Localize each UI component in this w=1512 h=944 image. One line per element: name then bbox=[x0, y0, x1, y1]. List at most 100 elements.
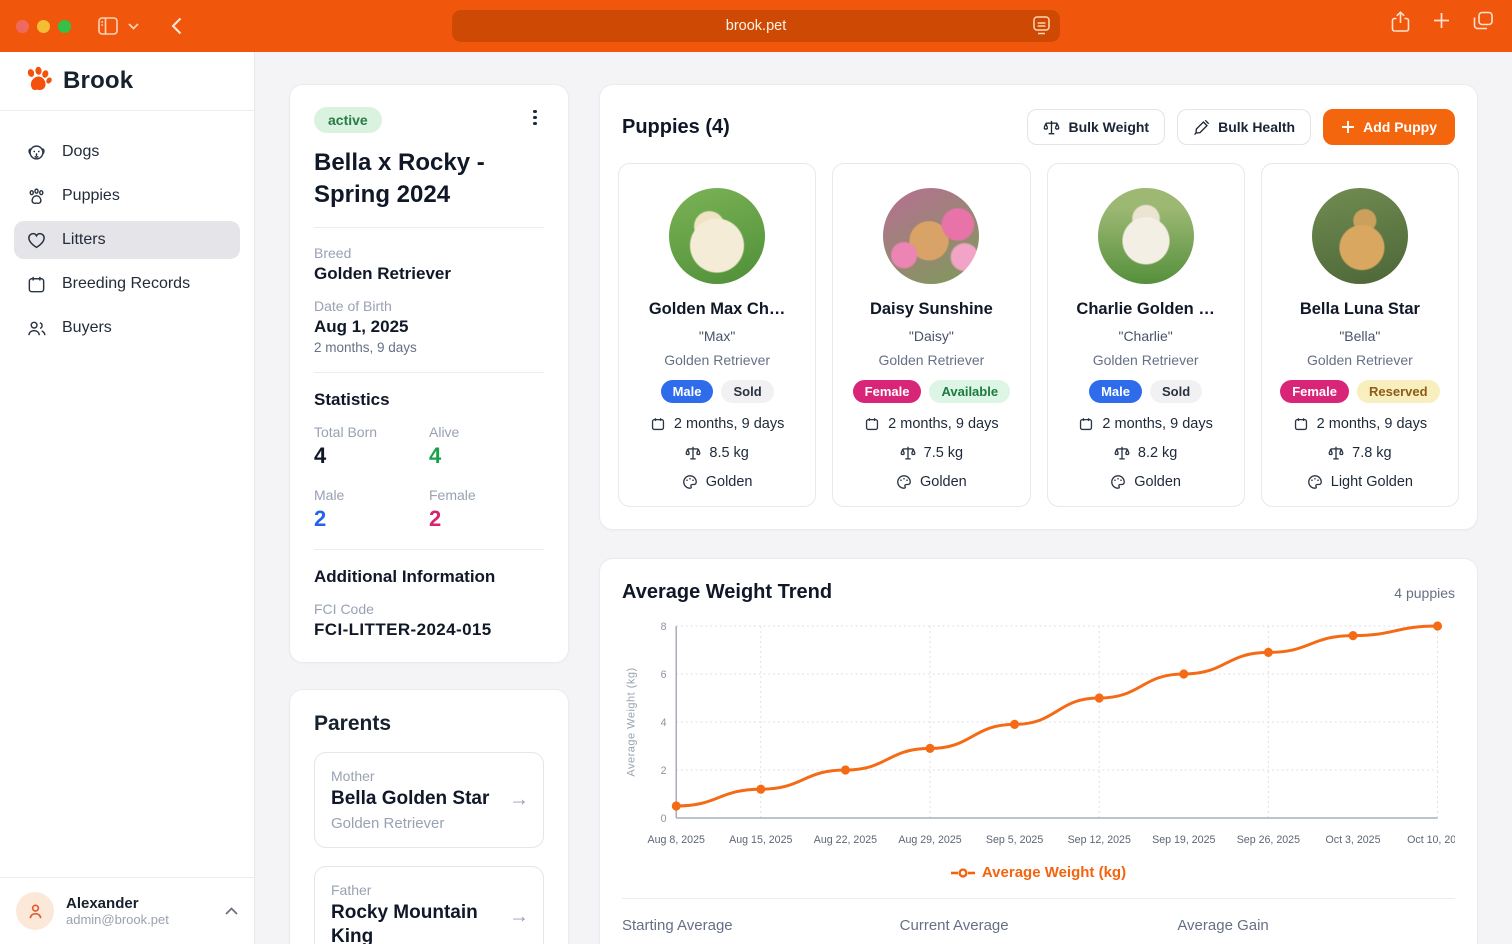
stat-value-male: 2 bbox=[314, 506, 327, 532]
add-puppy-button[interactable]: Add Puppy bbox=[1323, 109, 1455, 145]
litter-title: Bella x Rocky - Spring 2024 bbox=[314, 149, 485, 208]
svg-text:Oct 10, 2025: Oct 10, 2025 bbox=[1407, 834, 1455, 846]
reader-view-icon[interactable] bbox=[1033, 16, 1050, 39]
add-puppy-label: Add Puppy bbox=[1363, 119, 1437, 135]
weight-trend-chart: 0 2 4 6 8 Aug 8, 2025 Aug 15, 2025 Aug 22, 2025… bbox=[626, 621, 1455, 846]
svg-text:8: 8 bbox=[661, 621, 667, 633]
mother-breed: Golden Retriever bbox=[331, 815, 445, 833]
tab-overview-icon[interactable] bbox=[1473, 11, 1494, 38]
sidebar-nav: Dogs Puppies Litters bbox=[0, 111, 254, 369]
sidebar-item-label: Litters bbox=[62, 231, 106, 248]
url-text: brook.pet bbox=[725, 18, 787, 34]
puppy-grid: Golden Max Ch… "Max" Golden Retriever Ma… bbox=[618, 163, 1459, 507]
starting-average-label: Starting Average bbox=[622, 917, 733, 934]
puppy-color: Golden bbox=[705, 474, 753, 490]
calendar-icon bbox=[650, 416, 666, 432]
plus-icon bbox=[1341, 120, 1355, 134]
parents-title: Parents bbox=[314, 712, 392, 736]
svg-text:4: 4 bbox=[661, 717, 667, 729]
puppy-card-charlie[interactable]: Charlie Golden … "Charlie" Golden Retrie… bbox=[1046, 163, 1245, 507]
user-email: admin@brook.pet bbox=[66, 912, 169, 927]
dob-value: Aug 1, 2025 bbox=[314, 317, 409, 337]
svg-text:Sep 19, 2025: Sep 19, 2025 bbox=[1152, 834, 1215, 846]
puppy-name: Bella Luna Star bbox=[1299, 300, 1420, 318]
chevron-up-icon bbox=[225, 902, 238, 920]
puppy-breed: Golden Retriever bbox=[664, 352, 771, 368]
paw-icon bbox=[26, 185, 48, 207]
minimize-window-button[interactable] bbox=[37, 19, 50, 33]
litter-age: 2 months, 9 days bbox=[314, 340, 417, 356]
puppy-weight: 8.2 kg bbox=[1137, 445, 1178, 461]
puppy-age: 2 months, 9 days bbox=[1102, 416, 1213, 432]
status-badge: Sold bbox=[1149, 380, 1203, 403]
puppy-card-bella[interactable]: Bella Luna Star "Bella" Golden Retriever… bbox=[1260, 163, 1459, 507]
brand-header[interactable]: Brook bbox=[0, 52, 254, 111]
sidebar-chevron-down-icon[interactable] bbox=[123, 11, 143, 41]
bulk-weight-button[interactable]: Bulk Weight bbox=[1027, 109, 1166, 145]
mother-label: Mother bbox=[331, 768, 375, 785]
puppy-color: Golden bbox=[919, 474, 967, 490]
status-badge: Available bbox=[929, 380, 1011, 403]
sidebar-item-buyers[interactable]: Buyers bbox=[14, 309, 240, 347]
sidebar: Brook Dogs bbox=[0, 52, 255, 944]
puppy-age: 2 months, 9 days bbox=[673, 416, 785, 432]
sidebar-item-dogs[interactable]: Dogs bbox=[14, 133, 240, 171]
puppy-card-max[interactable]: Golden Max Ch… "Max" Golden Retriever Ma… bbox=[618, 163, 817, 507]
chart-title: Average Weight Trend bbox=[622, 581, 833, 603]
address-bar[interactable]: brook.pet bbox=[452, 10, 1060, 42]
puppy-age: 2 months, 9 days bbox=[888, 416, 999, 432]
back-button[interactable] bbox=[161, 11, 191, 41]
statistics-grid: Total Born 4 Alive 4 Male 2 Female 2 bbox=[314, 424, 544, 532]
status-badge: Sold bbox=[721, 380, 774, 403]
sidebar-item-breeding-records[interactable]: Breeding Records bbox=[14, 265, 240, 303]
puppy-weight: 7.8 kg bbox=[1352, 445, 1392, 461]
father-link-card[interactable]: Father Rocky Mountain King → bbox=[314, 866, 544, 944]
scale-icon bbox=[1328, 445, 1344, 461]
avatar bbox=[16, 892, 54, 930]
sidebar-item-puppies[interactable]: Puppies bbox=[14, 177, 240, 215]
puppies-title: Puppies (4) bbox=[622, 115, 730, 138]
mother-link-card[interactable]: Mother Bella Golden Star Golden Retrieve… bbox=[314, 752, 544, 849]
user-menu[interactable]: Alexander admin@brook.pet bbox=[0, 877, 254, 944]
bulk-health-button[interactable]: Bulk Health bbox=[1177, 109, 1312, 145]
svg-text:Average Weight (kg): Average Weight (kg) bbox=[626, 667, 638, 776]
brand-name: Brook bbox=[63, 67, 134, 94]
sidebar-toggle-icon[interactable] bbox=[93, 11, 123, 41]
status-badge: active bbox=[314, 107, 382, 133]
stat-label-alive: Alive bbox=[429, 424, 460, 441]
puppy-color: Light Golden bbox=[1330, 474, 1413, 490]
puppy-card-daisy[interactable]: Daisy Sunshine "Daisy" Golden Retriever … bbox=[832, 163, 1031, 507]
puppy-age: 2 months, 9 days bbox=[1316, 416, 1428, 432]
sidebar-item-label: Buyers bbox=[62, 319, 112, 336]
svg-text:Sep 12, 2025: Sep 12, 2025 bbox=[1068, 834, 1131, 846]
palette-icon bbox=[682, 474, 698, 490]
stat-label-female: Female bbox=[429, 487, 476, 504]
statistics-title: Statistics bbox=[314, 390, 390, 410]
additional-info-title: Additional Information bbox=[314, 567, 496, 587]
palette-icon bbox=[1110, 474, 1126, 490]
share-icon[interactable] bbox=[1391, 11, 1410, 38]
main-content: active Bella x Rocky - Spring 2024 Breed… bbox=[255, 52, 1512, 944]
puppy-breed: Golden Retriever bbox=[878, 352, 985, 368]
chart-legend: Average Weight (kg) bbox=[622, 864, 1455, 881]
puppy-name: Golden Max Ch… bbox=[648, 300, 786, 318]
zoom-window-button[interactable] bbox=[58, 19, 71, 33]
kebab-menu-icon[interactable] bbox=[526, 107, 544, 128]
sex-badge: Male bbox=[660, 380, 714, 403]
sidebar-item-litters[interactable]: Litters bbox=[14, 221, 240, 259]
new-tab-icon[interactable] bbox=[1432, 11, 1451, 38]
breed-value: Golden Retriever bbox=[314, 264, 451, 284]
stat-value-total-born: 4 bbox=[314, 443, 327, 469]
svg-text:Sep 5, 2025: Sep 5, 2025 bbox=[986, 834, 1043, 846]
svg-text:2: 2 bbox=[661, 765, 667, 777]
puppy-photo bbox=[1311, 188, 1408, 284]
puppy-photo bbox=[883, 188, 980, 284]
close-window-button[interactable] bbox=[16, 19, 29, 33]
traffic-lights bbox=[16, 19, 71, 33]
scale-icon bbox=[1114, 445, 1130, 461]
svg-text:Aug 8, 2025: Aug 8, 2025 bbox=[648, 834, 705, 846]
palette-icon bbox=[896, 474, 912, 490]
svg-text:Aug 22, 2025: Aug 22, 2025 bbox=[814, 834, 877, 846]
sidebar-item-label: Dogs bbox=[62, 143, 100, 160]
dob-label: Date of Birth bbox=[314, 298, 392, 315]
